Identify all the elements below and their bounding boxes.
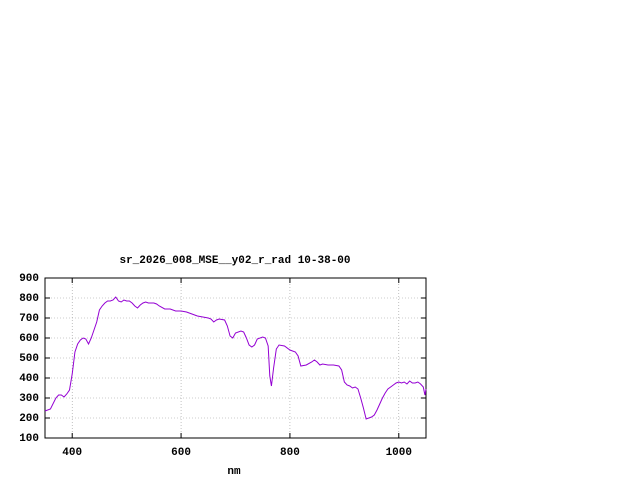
x-tick-label: 400 xyxy=(62,447,82,459)
chart-title: sr_2026_008_MSE__y02_r_rad 10-38-00 xyxy=(119,255,350,267)
y-tick-label: 800 xyxy=(19,293,39,305)
x-tick-label: 800 xyxy=(280,447,300,459)
y-tick-label: 100 xyxy=(19,433,39,445)
plot-border xyxy=(44,277,427,439)
data-line xyxy=(44,296,427,420)
y-tick-label: 700 xyxy=(19,313,39,325)
y-tick-label: 600 xyxy=(19,333,39,345)
x-tick-label: 1000 xyxy=(386,447,412,459)
x-axis-label: nm xyxy=(227,466,241,478)
y-tick-label: 900 xyxy=(19,273,39,285)
y-tick-label: 200 xyxy=(19,413,39,425)
y-tick-label: 400 xyxy=(19,373,39,385)
y-tick-label: 300 xyxy=(19,393,39,405)
y-tick-label: 500 xyxy=(19,353,39,365)
x-tick-label: 600 xyxy=(171,447,191,459)
